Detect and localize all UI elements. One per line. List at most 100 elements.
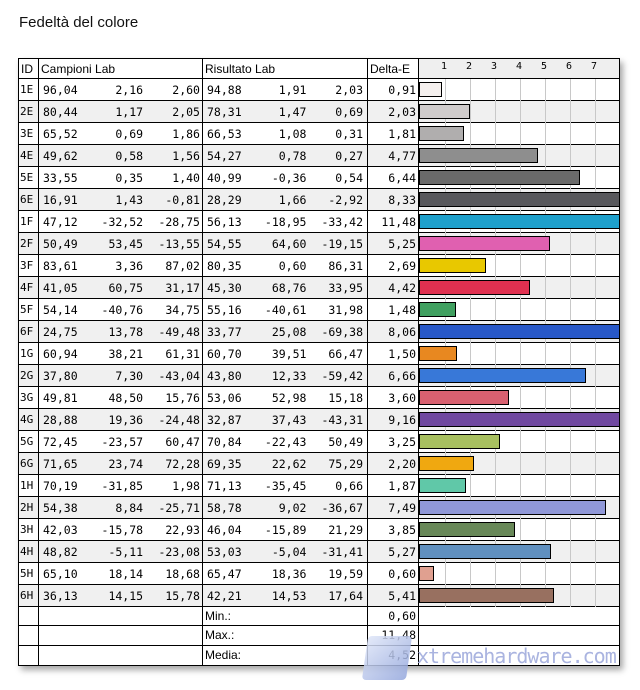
delta-e-value: 8,06 <box>368 321 419 342</box>
result-value: 1,47 <box>278 104 307 119</box>
summary-label: Min.: <box>203 607 368 626</box>
table-header: ID Campioni Lab Risultato Lab Delta-E 1 2… <box>19 59 619 79</box>
result-lab: 66,53 1,08 0,31 <box>203 123 368 144</box>
page-title: Fedeltà del colore <box>19 14 139 31</box>
summary-row: Min.: 0,60 <box>19 607 619 627</box>
row-id: 3F <box>19 255 39 276</box>
delta-e-bar <box>419 302 456 317</box>
sample-value: 80,44 <box>43 104 78 119</box>
result-value: 58,78 <box>207 500 242 515</box>
empty-cell <box>419 626 619 645</box>
gridline <box>545 79 546 608</box>
result-lab: 65,47 18,36 19,59 <box>203 563 368 584</box>
result-lab: 43,80 12,33 -59,42 <box>203 365 368 386</box>
result-value: 0,60 <box>278 258 307 273</box>
result-lab: 60,70 39,51 66,47 <box>203 343 368 364</box>
table-row: 2G 37,80 7,30 -43,04 43,80 12,33 -59,42 6,66 <box>19 365 619 387</box>
sample-value: 60,47 <box>165 434 200 449</box>
empty-cell <box>19 626 39 645</box>
summary-row: Max.: 11,48 <box>19 626 619 646</box>
watermark-text: xtremehardware.com <box>417 644 617 668</box>
result-value: 14,53 <box>271 588 307 603</box>
empty-cell <box>419 607 619 626</box>
table-row: 5G 72,45 -23,57 60,47 70,84 -22,43 50,49 3,2… <box>19 431 619 453</box>
header-delta: Delta-E <box>368 59 419 78</box>
result-value: 33,77 <box>207 324 242 339</box>
header-samples: Campioni Lab <box>39 59 203 78</box>
axis-tick: 5 <box>540 61 548 72</box>
result-lab: 46,04 -15,89 21,29 <box>203 519 368 540</box>
delta-e-value: 1,50 <box>368 343 419 364</box>
empty-cell <box>419 645 619 665</box>
result-value: 53,06 <box>207 390 242 405</box>
delta-e-value: 1,81 <box>368 123 419 144</box>
sample-value: 53,45 <box>108 236 144 251</box>
delta-e-bar <box>419 588 555 603</box>
result-lab: 58,78 9,02 -36,67 <box>203 497 368 518</box>
sample-lab: 41,05 60,75 31,17 <box>39 277 203 298</box>
result-value: 1,66 <box>278 192 307 207</box>
sample-value: 50,49 <box>43 236 78 251</box>
header-result: Risultato Lab <box>203 59 368 78</box>
chart-axis: 1 2 3 4 5 6 7 <box>419 59 619 78</box>
delta-e-value: 7,49 <box>368 497 419 518</box>
delta-e-value: 2,69 <box>368 255 419 276</box>
delta-e-bar <box>419 104 470 119</box>
sample-value: -0,81 <box>165 192 200 207</box>
sample-value: 13,78 <box>108 324 144 339</box>
row-id: 5G <box>19 431 39 452</box>
result-value: 69,35 <box>207 456 242 471</box>
sample-value: 3,36 <box>115 258 144 273</box>
sample-value: 87,02 <box>165 258 200 273</box>
result-value: 80,35 <box>207 258 242 273</box>
row-id: 6H <box>19 585 39 606</box>
table-row: 3H 42,03 -15,78 22,93 46,04 -15,89 21,29 3,8… <box>19 519 619 541</box>
result-value: 42,21 <box>207 588 242 603</box>
delta-e-bar-cell <box>419 145 619 166</box>
sample-lab: 36,13 14,15 15,78 <box>39 585 203 606</box>
result-value: 0,54 <box>335 170 363 185</box>
sample-value: 49,62 <box>43 148 78 163</box>
row-id: 3G <box>19 387 39 408</box>
row-id: 4H <box>19 541 39 562</box>
result-value: 46,04 <box>207 522 242 537</box>
sample-value: 42,03 <box>43 522 78 537</box>
sample-value: 38,21 <box>108 346 144 361</box>
sample-lab: 83,61 3,36 87,02 <box>39 255 203 276</box>
result-value: 0,66 <box>335 478 363 493</box>
result-value: 55,16 <box>207 302 242 317</box>
sample-value: 71,65 <box>43 456 78 471</box>
result-value: 1,91 <box>278 82 307 97</box>
delta-e-bar-cell <box>419 277 619 298</box>
result-value: 60,70 <box>207 346 242 361</box>
delta-e-value: 2,20 <box>368 453 419 474</box>
result-value: 64,60 <box>271 236 307 251</box>
result-value: 78,31 <box>207 104 242 119</box>
row-id: 5F <box>19 299 39 320</box>
delta-e-value: 8,33 <box>368 189 419 210</box>
header-id: ID <box>19 59 39 78</box>
sample-value: 72,28 <box>165 456 200 471</box>
sample-value: 28,88 <box>43 412 78 427</box>
delta-e-value: 1,48 <box>368 299 419 320</box>
sample-value: 60,94 <box>43 346 78 361</box>
delta-e-value: 1,87 <box>368 475 419 496</box>
sample-value: 61,31 <box>165 346 200 361</box>
delta-e-value: 5,25 <box>368 233 419 254</box>
sample-lab: 71,65 23,74 72,28 <box>39 453 203 474</box>
delta-e-bar-cell <box>419 409 619 430</box>
result-value: -43,31 <box>321 412 363 427</box>
sample-lab: 80,44 1,17 2,05 <box>39 101 203 122</box>
sample-value: 1,17 <box>115 104 144 119</box>
table-row: 4H 48,82 -5,11 -23,08 53,03 -5,04 -31,41 5,2… <box>19 541 619 563</box>
result-value: 53,03 <box>207 544 242 559</box>
gridline <box>470 79 471 608</box>
delta-e-value: 0,60 <box>368 563 419 584</box>
sample-lab: 47,12 -32,52 -28,75 <box>39 211 203 232</box>
delta-e-value: 6,66 <box>368 365 419 386</box>
table-row: 4F 41,05 60,75 31,17 45,30 68,76 33,95 4,42 <box>19 277 619 299</box>
delta-e-bar <box>419 368 586 383</box>
result-value: 54,27 <box>207 148 242 163</box>
result-value: 12,33 <box>271 368 307 383</box>
sample-value: 19,36 <box>108 412 144 427</box>
